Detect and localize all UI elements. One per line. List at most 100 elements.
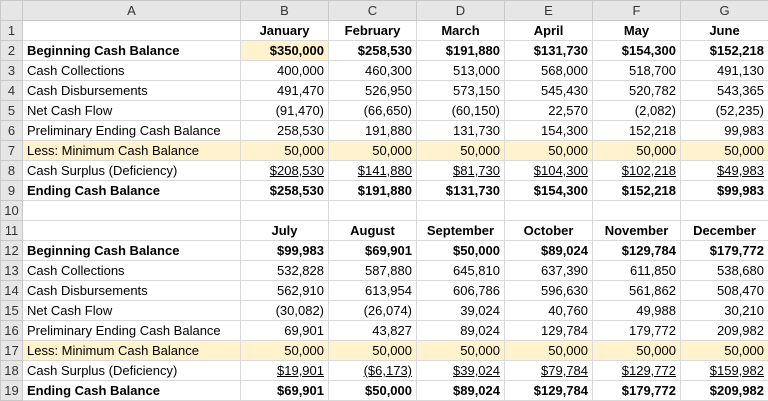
value-cell[interactable]: 545,430: [504, 80, 593, 101]
value-cell[interactable]: $209,982: [680, 380, 768, 401]
value-cell[interactable]: 508,470: [680, 280, 768, 301]
row-number[interactable]: 12: [0, 240, 23, 261]
value-cell[interactable]: 491,470: [240, 80, 329, 101]
month-header[interactable]: August: [328, 220, 417, 241]
value-cell[interactable]: $141,880: [328, 160, 417, 181]
value-cell[interactable]: $99,983: [680, 180, 768, 201]
value-cell[interactable]: 50,000: [416, 340, 505, 361]
row-label[interactable]: Beginning Cash Balance: [22, 40, 241, 61]
row-number[interactable]: 10: [0, 200, 23, 221]
value-cell[interactable]: 129,784: [504, 320, 593, 341]
value-cell[interactable]: 39,024: [416, 300, 505, 321]
column-header[interactable]: B: [240, 0, 329, 21]
value-cell[interactable]: 22,570: [504, 100, 593, 121]
value-cell[interactable]: 637,390: [504, 260, 593, 281]
value-cell[interactable]: 49,988: [592, 300, 681, 321]
value-cell[interactable]: 40,760: [504, 300, 593, 321]
empty-cell[interactable]: [22, 20, 241, 41]
month-header[interactable]: February: [328, 20, 417, 41]
value-cell[interactable]: $131,730: [416, 180, 505, 201]
row-number[interactable]: 11: [0, 220, 23, 241]
empty-cell[interactable]: [504, 200, 593, 221]
value-cell[interactable]: $89,024: [416, 380, 505, 401]
value-cell[interactable]: $154,300: [504, 180, 593, 201]
value-cell[interactable]: $50,000: [416, 240, 505, 261]
value-cell[interactable]: $191,880: [416, 40, 505, 61]
row-number[interactable]: 19: [0, 380, 23, 401]
value-cell[interactable]: $208,530: [240, 160, 329, 181]
value-cell[interactable]: $99,983: [240, 240, 329, 261]
value-cell[interactable]: 89,024: [416, 320, 505, 341]
empty-cell[interactable]: [416, 200, 505, 221]
value-cell[interactable]: 543,365: [680, 80, 768, 101]
value-cell[interactable]: $69,901: [328, 240, 417, 261]
value-cell[interactable]: 561,862: [592, 280, 681, 301]
empty-cell[interactable]: [680, 200, 768, 221]
column-header[interactable]: A: [22, 0, 241, 21]
value-cell[interactable]: 50,000: [680, 140, 768, 161]
value-cell[interactable]: 50,000: [592, 140, 681, 161]
row-number[interactable]: 16: [0, 320, 23, 341]
value-cell[interactable]: 50,000: [240, 340, 329, 361]
value-cell[interactable]: 562,910: [240, 280, 329, 301]
row-number[interactable]: 14: [0, 280, 23, 301]
value-cell[interactable]: 573,150: [416, 80, 505, 101]
value-cell[interactable]: 50,000: [592, 340, 681, 361]
empty-cell[interactable]: [592, 200, 681, 221]
row-number[interactable]: 2: [0, 40, 23, 61]
value-cell[interactable]: 154,300: [504, 120, 593, 141]
value-cell[interactable]: 50,000: [504, 140, 593, 161]
value-cell[interactable]: $39,024: [416, 360, 505, 381]
month-header[interactable]: April: [504, 20, 593, 41]
value-cell[interactable]: 518,700: [592, 60, 681, 81]
value-cell[interactable]: 43,827: [328, 320, 417, 341]
value-cell[interactable]: $350,000: [240, 40, 329, 61]
value-cell[interactable]: $152,218: [680, 40, 768, 61]
month-header[interactable]: March: [416, 20, 505, 41]
value-cell[interactable]: (26,074): [328, 300, 417, 321]
month-header[interactable]: May: [592, 20, 681, 41]
value-cell[interactable]: 50,000: [328, 140, 417, 161]
row-number[interactable]: 15: [0, 300, 23, 321]
value-cell[interactable]: 258,530: [240, 120, 329, 141]
month-header[interactable]: July: [240, 220, 329, 241]
row-label[interactable]: Beginning Cash Balance: [22, 240, 241, 261]
value-cell[interactable]: 131,730: [416, 120, 505, 141]
value-cell[interactable]: (66,650): [328, 100, 417, 121]
value-cell[interactable]: $79,784: [504, 360, 593, 381]
value-cell[interactable]: 50,000: [416, 140, 505, 161]
value-cell[interactable]: 179,772: [592, 320, 681, 341]
column-header[interactable]: F: [592, 0, 681, 21]
value-cell[interactable]: 50,000: [328, 340, 417, 361]
row-number[interactable]: 8: [0, 160, 23, 181]
value-cell[interactable]: $89,024: [504, 240, 593, 261]
value-cell[interactable]: (52,235): [680, 100, 768, 121]
row-number[interactable]: 1: [0, 20, 23, 41]
row-number[interactable]: 7: [0, 140, 23, 161]
value-cell[interactable]: (91,470): [240, 100, 329, 121]
row-label[interactable]: Cash Collections: [22, 60, 241, 81]
row-label[interactable]: Cash Collections: [22, 260, 241, 281]
month-header[interactable]: June: [680, 20, 768, 41]
value-cell[interactable]: 587,880: [328, 260, 417, 281]
value-cell[interactable]: 568,000: [504, 60, 593, 81]
value-cell[interactable]: $131,730: [504, 40, 593, 61]
month-header[interactable]: January: [240, 20, 329, 41]
row-label[interactable]: Preliminary Ending Cash Balance: [22, 320, 241, 341]
value-cell[interactable]: (30,082): [240, 300, 329, 321]
row-label[interactable]: Cash Surplus (Deficiency): [22, 360, 241, 381]
value-cell[interactable]: 520,782: [592, 80, 681, 101]
value-cell[interactable]: 209,982: [680, 320, 768, 341]
value-cell[interactable]: $69,901: [240, 380, 329, 401]
row-label[interactable]: Net Cash Flow: [22, 100, 241, 121]
month-header[interactable]: November: [592, 220, 681, 241]
value-cell[interactable]: (2,082): [592, 100, 681, 121]
empty-cell[interactable]: [22, 200, 241, 221]
value-cell[interactable]: $129,784: [592, 240, 681, 261]
value-cell[interactable]: $104,300: [504, 160, 593, 181]
value-cell[interactable]: 152,218: [592, 120, 681, 141]
value-cell[interactable]: 513,000: [416, 60, 505, 81]
row-label[interactable]: Ending Cash Balance: [22, 180, 241, 201]
value-cell[interactable]: 99,983: [680, 120, 768, 141]
month-header[interactable]: September: [416, 220, 505, 241]
